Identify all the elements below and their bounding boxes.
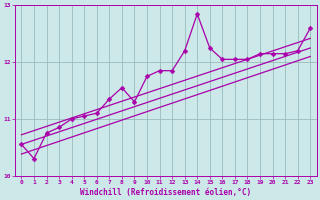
X-axis label: Windchill (Refroidissement éolien,°C): Windchill (Refroidissement éolien,°C) (80, 188, 252, 197)
